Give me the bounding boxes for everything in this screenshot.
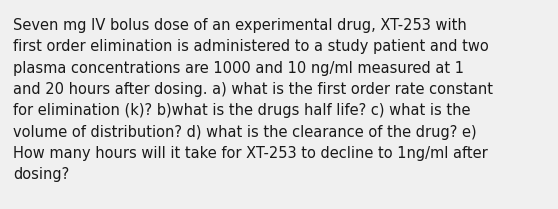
Text: first order elimination is administered to a study patient and two: first order elimination is administered … bbox=[13, 39, 489, 54]
Text: Seven mg IV bolus dose of an experimental drug, XT-253 with: Seven mg IV bolus dose of an experimenta… bbox=[13, 18, 466, 33]
Text: plasma concentrations are 1000 and 10 ng/ml measured at 1: plasma concentrations are 1000 and 10 ng… bbox=[13, 61, 464, 76]
Text: How many hours will it take for XT-253 to decline to 1ng/ml after: How many hours will it take for XT-253 t… bbox=[13, 146, 488, 161]
Text: for elimination (k)? b)what is the drugs half life? c) what is the: for elimination (k)? b)what is the drugs… bbox=[13, 103, 470, 118]
Text: volume of distribution? d) what is the clearance of the drug? e): volume of distribution? d) what is the c… bbox=[13, 125, 477, 139]
Text: dosing?: dosing? bbox=[13, 167, 69, 182]
Text: and 20 hours after dosing. a) what is the first order rate constant: and 20 hours after dosing. a) what is th… bbox=[13, 82, 493, 97]
